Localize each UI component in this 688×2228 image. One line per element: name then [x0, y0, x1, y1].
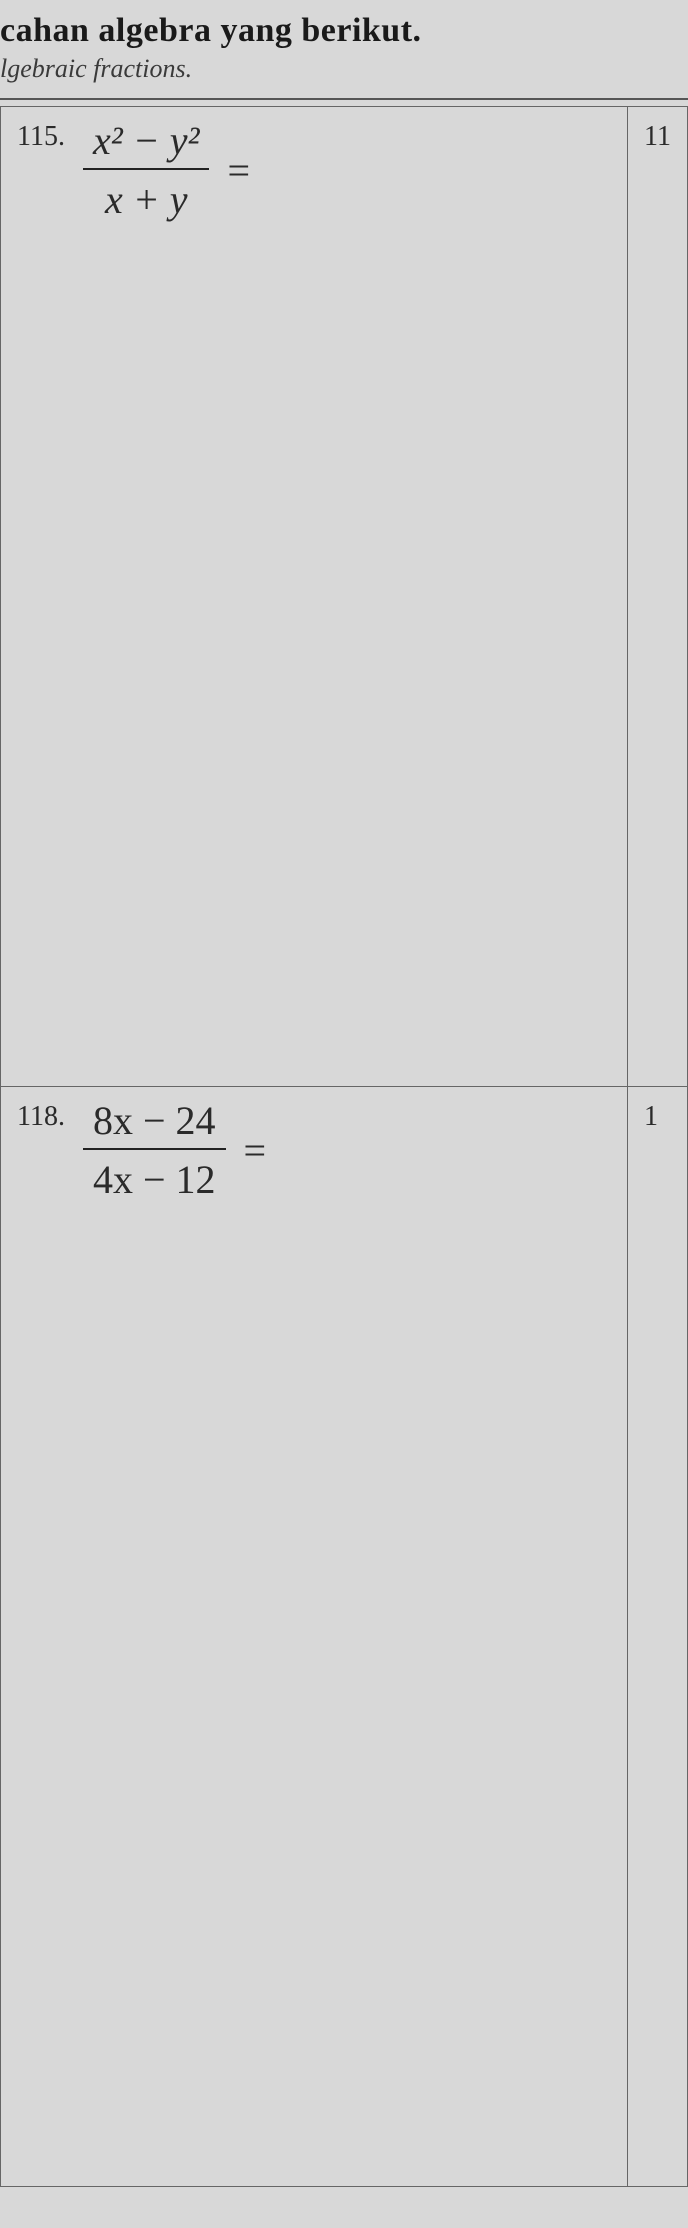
numerator: x² − y² [83, 117, 209, 170]
problems-table: 115. x² − y² x + y = 11 118. 8x − 24 4x … [0, 106, 688, 2187]
question-number: 115. [17, 121, 65, 153]
fraction: 8x − 24 4x − 12 [83, 1097, 226, 1203]
denominator: x + y [83, 170, 209, 223]
numerator: 8x − 24 [83, 1097, 226, 1150]
question-number: 118. [17, 1101, 65, 1133]
equals-sign: = [227, 147, 250, 194]
table-row: 115. x² − y² x + y = 11 [1, 107, 688, 1087]
fraction: x² − y² x + y [83, 117, 209, 223]
equals-sign: = [244, 1127, 267, 1174]
problem-cell-118: 118. 8x − 24 4x − 12 = [1, 1087, 628, 2187]
header-rule [0, 98, 688, 100]
adjacent-number: 11 [644, 121, 671, 152]
denominator: 4x − 12 [83, 1150, 226, 1203]
table-row: 118. 8x − 24 4x − 12 = 1 [1, 1087, 688, 2187]
adjacent-number: 1 [644, 1101, 658, 1132]
header-title: cahan algebra yang berikut. [0, 12, 688, 50]
problem-cell-115: 115. x² − y² x + y = [1, 107, 628, 1087]
page-header: cahan algebra yang berikut. lgebraic fra… [0, 0, 688, 106]
adjacent-cell-top: 11 [628, 107, 688, 1087]
adjacent-cell-bottom: 1 [628, 1087, 688, 2187]
expression-118: 8x − 24 4x − 12 = [83, 1097, 266, 1203]
header-subtitle: lgebraic fractions. [0, 54, 688, 84]
expression-115: x² − y² x + y = [83, 117, 250, 223]
